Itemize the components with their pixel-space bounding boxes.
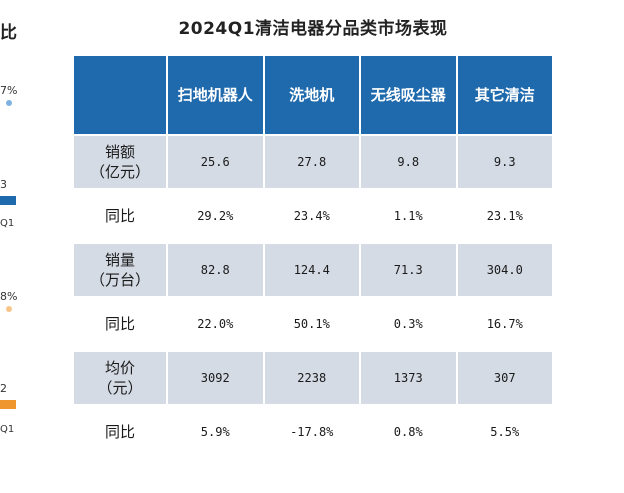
row-label-line: （亿元） xyxy=(89,163,150,181)
table-cell: -17.8% xyxy=(264,406,359,458)
row-label-line: （元） xyxy=(97,379,143,397)
table-cell: 124.4 xyxy=(264,244,359,296)
row-label-line: 销量 xyxy=(104,251,135,269)
left-fragment-dot xyxy=(6,306,12,312)
table-cell: 1373 xyxy=(361,352,456,404)
table-title: 2024Q1清洁电器分品类市场表现 xyxy=(178,19,448,39)
table-cell: 23.4% xyxy=(264,190,359,242)
table-cell: 3092 xyxy=(168,352,263,404)
column-header: 扫地机器人 xyxy=(168,56,263,134)
table-row: 销量 （万台） 82.8 124.4 71.3 304.0 xyxy=(74,244,552,296)
table-cell: 82.8 xyxy=(168,244,263,296)
table-cell: 307 xyxy=(457,352,552,404)
left-fragment-bar-orange xyxy=(0,400,16,409)
table-cell: 9.3 xyxy=(457,136,552,188)
table-cell: 25.6 xyxy=(168,136,263,188)
left-fragment-label: Q1 xyxy=(0,424,15,435)
row-label: 均价 （元） xyxy=(74,352,166,404)
table-cell: 304.0 xyxy=(457,244,552,296)
row-label: 销额 （亿元） xyxy=(74,136,166,188)
left-fragment-label: 3 xyxy=(0,178,7,191)
row-label: 同比 xyxy=(74,190,166,242)
column-header: 洗地机 xyxy=(264,56,359,134)
row-label-line: 同比 xyxy=(104,315,135,333)
table-cell: 22.0% xyxy=(168,298,263,350)
row-label-line: （万台） xyxy=(89,271,150,289)
left-fragment-label: 7% xyxy=(0,84,18,97)
row-label-line: 同比 xyxy=(104,207,135,225)
table-cell: 50.1% xyxy=(264,298,359,350)
table-cell: 5.9% xyxy=(168,406,263,458)
table-cell: 16.7% xyxy=(457,298,552,350)
left-fragment-label: Q1 xyxy=(0,218,15,229)
left-chart-fragment: 比 7% 3 Q1 8% 2 Q1 xyxy=(0,0,60,493)
table-row: 销额 （亿元） 25.6 27.8 9.8 9.3 xyxy=(74,136,552,188)
table-cell: 9.8 xyxy=(361,136,456,188)
table-row: 同比 5.9% -17.8% 0.8% 5.5% xyxy=(74,406,552,458)
table-cell: 1.1% xyxy=(361,190,456,242)
table-row: 同比 29.2% 23.4% 1.1% 23.1% xyxy=(74,190,552,242)
table-cell: 0.8% xyxy=(361,406,456,458)
left-fragment-label: 2 xyxy=(0,382,7,395)
table-row: 均价 （元） 3092 2238 1373 307 xyxy=(74,352,552,404)
row-label-line: 均价 xyxy=(104,359,135,377)
left-fragment-dot xyxy=(6,100,12,106)
row-label-line: 销额 xyxy=(104,143,135,161)
table-cell: 5.5% xyxy=(457,406,552,458)
market-table: 扫地机器人 洗地机 无线吸尘器 其它清洁 销额 （亿元） 25.6 27.8 9.8 9.… xyxy=(72,54,554,460)
column-header: 无线吸尘器 xyxy=(361,56,456,134)
header-corner xyxy=(74,56,166,134)
table-cell: 29.2% xyxy=(168,190,263,242)
table-cell: 23.1% xyxy=(457,190,552,242)
table-cell: 27.8 xyxy=(264,136,359,188)
table-row: 同比 22.0% 50.1% 0.3% 16.7% xyxy=(74,298,552,350)
table-header-row: 扫地机器人 洗地机 无线吸尘器 其它清洁 xyxy=(74,56,552,134)
left-fragment-bar-blue xyxy=(0,196,16,205)
row-label: 销量 （万台） xyxy=(74,244,166,296)
left-fragment-title: 比 xyxy=(0,23,17,43)
row-label: 同比 xyxy=(74,406,166,458)
table-body: 销额 （亿元） 25.6 27.8 9.8 9.3 同比 29.2% 23.4% 1.1% 23.1… xyxy=(74,136,552,458)
row-label-line: 同比 xyxy=(104,423,135,441)
left-fragment-label: 8% xyxy=(0,290,18,303)
table-cell: 71.3 xyxy=(361,244,456,296)
table-cell: 2238 xyxy=(264,352,359,404)
column-header: 其它清洁 xyxy=(457,56,552,134)
row-label: 同比 xyxy=(74,298,166,350)
table-cell: 0.3% xyxy=(361,298,456,350)
